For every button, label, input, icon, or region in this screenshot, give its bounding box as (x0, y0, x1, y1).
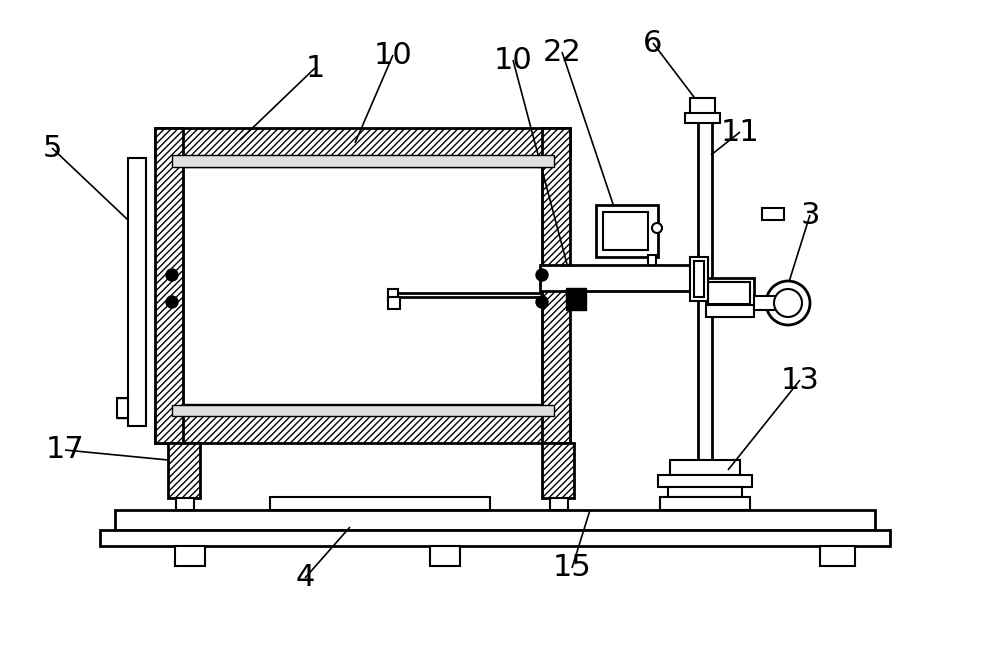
Text: 13: 13 (781, 365, 819, 394)
Bar (155, 415, 570, 443)
Circle shape (766, 281, 810, 325)
Bar (176, 498, 194, 510)
Bar (270, 497, 490, 510)
Text: 4: 4 (295, 564, 315, 593)
Bar (155, 128, 183, 443)
Bar (690, 257, 708, 301)
Text: 6: 6 (643, 29, 663, 58)
Text: 10: 10 (494, 46, 532, 74)
Bar (670, 460, 740, 475)
Bar (155, 128, 570, 156)
Bar (100, 530, 890, 546)
Bar (172, 155, 554, 167)
Bar (690, 98, 715, 114)
Circle shape (166, 296, 178, 308)
Text: 10: 10 (374, 40, 412, 70)
Bar (708, 282, 750, 304)
Bar (542, 443, 574, 498)
Bar (685, 113, 720, 123)
Bar (388, 289, 398, 301)
Circle shape (536, 296, 548, 308)
Bar (668, 487, 742, 497)
Circle shape (652, 223, 662, 233)
Bar (648, 255, 656, 280)
Bar (388, 297, 400, 309)
Bar (706, 278, 754, 308)
Bar (168, 443, 200, 498)
Text: 15: 15 (553, 554, 591, 583)
Bar (660, 497, 750, 510)
Circle shape (774, 289, 802, 317)
Bar (117, 398, 128, 418)
Bar (550, 498, 568, 510)
Text: 3: 3 (800, 200, 820, 229)
Text: 22: 22 (543, 38, 581, 66)
Text: 17: 17 (46, 436, 84, 465)
Text: 1: 1 (305, 54, 325, 82)
Bar (698, 100, 712, 495)
Text: 11: 11 (721, 117, 759, 147)
Bar (658, 475, 752, 487)
Circle shape (536, 269, 548, 281)
Circle shape (166, 269, 178, 281)
Bar (754, 296, 792, 310)
Bar (706, 305, 754, 317)
Text: 5: 5 (42, 133, 62, 162)
Bar (172, 405, 554, 416)
Bar (128, 158, 146, 426)
Bar (762, 208, 784, 220)
Bar (430, 546, 460, 566)
Bar (175, 546, 205, 566)
Bar (603, 212, 648, 250)
Bar (542, 128, 570, 443)
Bar (596, 205, 658, 257)
Bar (820, 546, 855, 566)
Bar (115, 510, 875, 530)
Bar (540, 265, 705, 291)
Bar (566, 288, 586, 310)
Bar (694, 261, 704, 297)
